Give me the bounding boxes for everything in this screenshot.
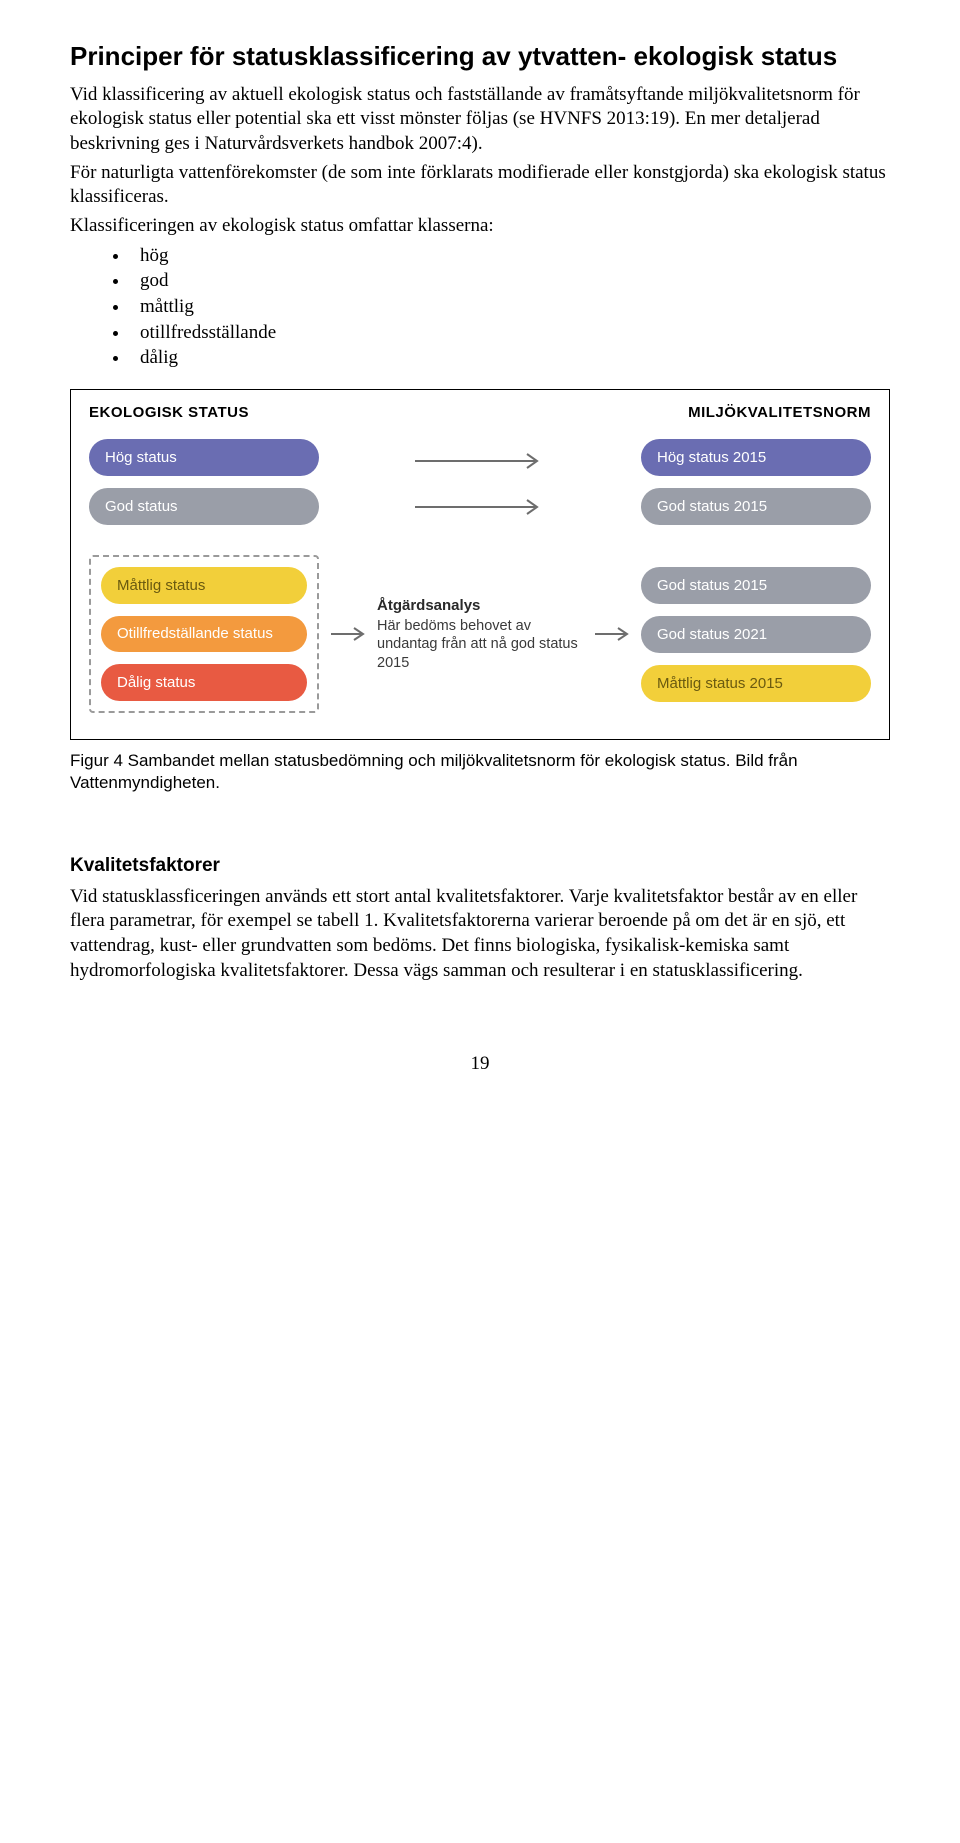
analysis-title: Åtgärdsanalys	[377, 597, 583, 616]
norm-pill-god-2015-a: God status 2015	[641, 488, 871, 525]
status-diagram: EKOLOGISK STATUS MILJÖKVALITETSNORM Hög …	[70, 389, 890, 741]
norm-pill-mattlig-2015: Måttlig status 2015	[641, 665, 871, 702]
arrow-icon	[405, 439, 555, 529]
paragraph-3: Klassificeringen av ekologisk status omf…	[70, 214, 890, 239]
paragraph-1: Vid klassificering av aktuell ekologisk …	[70, 83, 890, 157]
status-pill-mattlig: Måttlig status	[101, 567, 307, 604]
arrow-icon	[327, 624, 369, 644]
paragraph-4: Vid statusklassficeringen används ett st…	[70, 885, 890, 984]
page-heading: Principer för statusklassificering av yt…	[70, 40, 890, 73]
norm-pill-god-2021: God status 2021	[641, 616, 871, 653]
below-good-group: Måttlig status Otillfredställande status…	[89, 555, 319, 714]
status-pill-dalig: Dålig status	[101, 664, 307, 701]
diagram-header-left: EKOLOGISK STATUS	[89, 404, 249, 421]
status-class-list: hög god måttlig otillfredsställande dåli…	[130, 243, 890, 371]
analysis-body: Här bedöms behovet av undantag från att …	[377, 617, 583, 671]
arrow-icon	[591, 624, 633, 644]
list-item: otillfredsställande	[130, 320, 890, 346]
figure-caption: Figur 4 Sambandet mellan statusbedömning…	[70, 750, 890, 794]
subheading-kvalitetsfaktorer: Kvalitetsfaktorer	[70, 855, 890, 877]
list-item: dålig	[130, 345, 890, 371]
list-item: måttlig	[130, 294, 890, 320]
norm-pill-hog-2015: Hög status 2015	[641, 439, 871, 476]
diagram-header-right: MILJÖKVALITETSNORM	[688, 404, 871, 421]
status-pill-hog: Hög status	[89, 439, 319, 476]
list-item: god	[130, 268, 890, 294]
page-number: 19	[70, 1053, 890, 1075]
list-item: hög	[130, 243, 890, 269]
status-pill-otillfredstallande: Otillfredställande status	[101, 616, 307, 653]
norm-pill-god-2015-b: God status 2015	[641, 567, 871, 604]
status-pill-god: God status	[89, 488, 319, 525]
paragraph-2: För naturligta vattenförekomster (de som…	[70, 161, 890, 210]
analysis-block: Åtgärdsanalys Här bedöms behovet av unda…	[377, 597, 583, 672]
